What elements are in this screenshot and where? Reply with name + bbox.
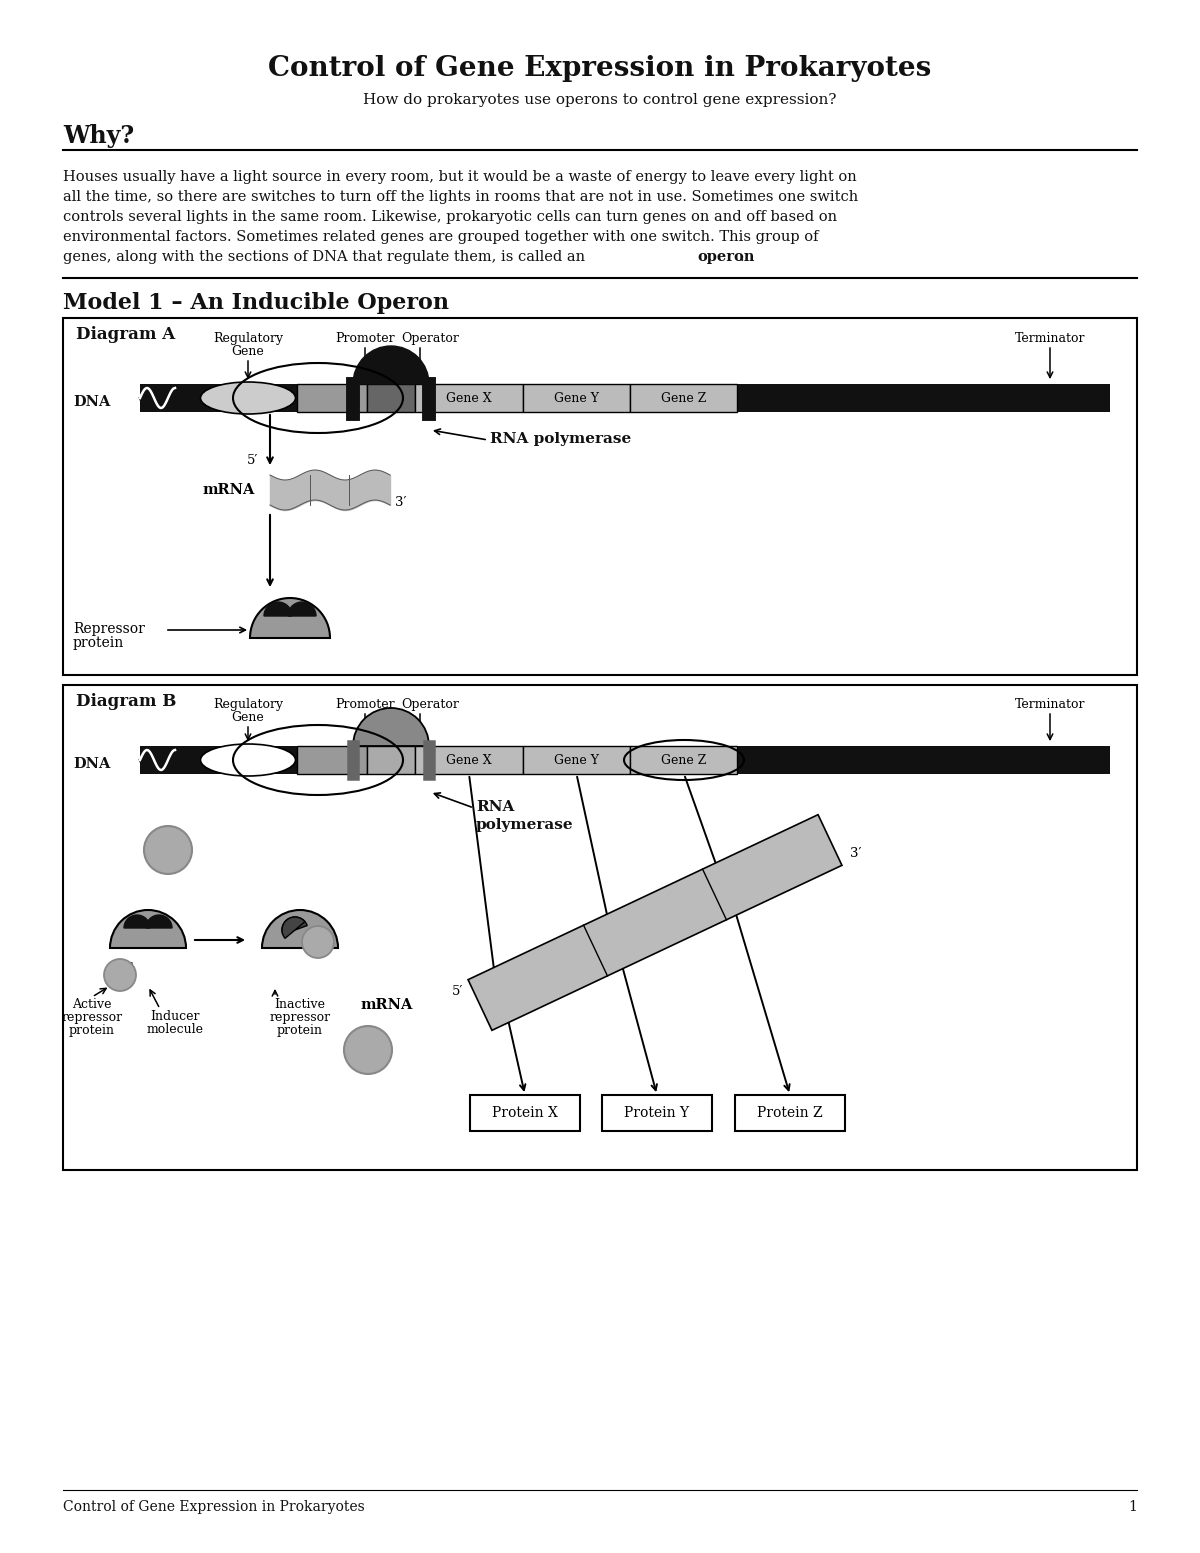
Ellipse shape: [200, 382, 295, 415]
Text: Why?: Why?: [64, 124, 134, 148]
FancyBboxPatch shape: [602, 1095, 712, 1131]
FancyBboxPatch shape: [64, 685, 1138, 1169]
Text: operon: operon: [697, 250, 755, 264]
Text: Terminator: Terminator: [1015, 697, 1085, 711]
Text: Active: Active: [72, 999, 112, 1011]
Text: Diagram A: Diagram A: [76, 326, 175, 343]
Text: repressor: repressor: [270, 1011, 330, 1023]
Text: mRNA: mRNA: [361, 997, 413, 1011]
Wedge shape: [353, 346, 430, 384]
Text: Gene: Gene: [232, 345, 264, 359]
Polygon shape: [468, 815, 842, 1030]
Text: Houses usually have a light source in every room, but it would be a waste of ene: Houses usually have a light source in ev…: [64, 169, 857, 183]
FancyBboxPatch shape: [470, 1095, 580, 1131]
Text: How do prokaryotes use operons to control gene expression?: How do prokaryotes use operons to contro…: [364, 93, 836, 107]
Text: Gene: Gene: [232, 711, 264, 724]
Text: Inactive: Inactive: [275, 999, 325, 1011]
Text: Gene Y: Gene Y: [554, 753, 599, 767]
Text: environmental factors. Sometimes related genes are grouped together with one swi: environmental factors. Sometimes related…: [64, 230, 818, 244]
Wedge shape: [282, 916, 307, 935]
Wedge shape: [282, 916, 305, 938]
Text: DNA: DNA: [73, 394, 110, 408]
Text: 3′: 3′: [395, 495, 407, 508]
FancyBboxPatch shape: [367, 384, 415, 412]
Text: mRNA: mRNA: [203, 483, 256, 497]
Text: genes, along with the sections of DNA that regulate them, is called an: genes, along with the sections of DNA th…: [64, 250, 589, 264]
Text: all the time, so there are switches to turn off the lights in rooms that are not: all the time, so there are switches to t…: [64, 189, 858, 203]
Wedge shape: [124, 915, 150, 929]
Wedge shape: [146, 915, 172, 929]
Text: Terminator: Terminator: [1015, 332, 1085, 345]
FancyBboxPatch shape: [367, 745, 415, 773]
Wedge shape: [262, 910, 338, 947]
Circle shape: [144, 826, 192, 874]
Text: Promoter: Promoter: [335, 697, 395, 711]
Text: controls several lights in the same room. Likewise, prokaryotic cells can turn g: controls several lights in the same room…: [64, 210, 838, 224]
FancyBboxPatch shape: [298, 384, 367, 412]
Text: Operator: Operator: [401, 332, 458, 345]
Wedge shape: [264, 603, 292, 617]
Text: Promoter: Promoter: [335, 332, 395, 345]
FancyBboxPatch shape: [64, 318, 1138, 676]
Wedge shape: [110, 910, 186, 947]
Text: DNA: DNA: [73, 756, 110, 770]
Text: molecule: molecule: [146, 1023, 204, 1036]
FancyBboxPatch shape: [734, 1095, 845, 1131]
Text: Regulatory: Regulatory: [212, 697, 283, 711]
Circle shape: [344, 1027, 392, 1075]
Text: Protein Z: Protein Z: [757, 1106, 823, 1120]
Text: protein: protein: [73, 637, 125, 651]
Text: Repressor: Repressor: [73, 623, 145, 637]
Text: 5′: 5′: [451, 985, 463, 997]
Text: Inducer: Inducer: [150, 1009, 199, 1023]
FancyBboxPatch shape: [298, 745, 367, 773]
Text: Protein X: Protein X: [492, 1106, 558, 1120]
Text: Gene Z: Gene Z: [661, 753, 706, 767]
Text: Model 1 – An Inducible Operon: Model 1 – An Inducible Operon: [64, 292, 449, 314]
Text: 3′: 3′: [850, 848, 862, 860]
Text: polymerase: polymerase: [476, 818, 574, 832]
Wedge shape: [288, 603, 316, 617]
Ellipse shape: [200, 744, 295, 776]
Text: Operator: Operator: [401, 697, 458, 711]
FancyBboxPatch shape: [630, 384, 737, 412]
Text: protein: protein: [70, 1023, 115, 1037]
FancyBboxPatch shape: [630, 745, 737, 773]
FancyBboxPatch shape: [140, 745, 1110, 773]
Text: Protein Y: Protein Y: [624, 1106, 690, 1120]
Text: Control of Gene Expression in Prokaryotes: Control of Gene Expression in Prokaryote…: [64, 1500, 365, 1514]
Text: Control of Gene Expression in Prokaryotes: Control of Gene Expression in Prokaryote…: [269, 54, 931, 81]
Text: 5′: 5′: [247, 453, 258, 466]
FancyBboxPatch shape: [140, 384, 1110, 412]
Wedge shape: [353, 708, 430, 745]
Text: Diagram B: Diagram B: [76, 693, 176, 710]
Text: Gene X: Gene X: [446, 391, 492, 404]
Wedge shape: [250, 598, 330, 638]
Text: 1: 1: [1128, 1500, 1138, 1514]
FancyBboxPatch shape: [415, 745, 523, 773]
Text: protein: protein: [277, 1023, 323, 1037]
Text: Gene Y: Gene Y: [554, 391, 599, 404]
Text: RNA polymerase: RNA polymerase: [490, 432, 631, 446]
Text: Regulatory: Regulatory: [212, 332, 283, 345]
Text: RNA: RNA: [476, 800, 515, 814]
FancyBboxPatch shape: [415, 384, 523, 412]
Circle shape: [104, 960, 136, 991]
Text: Gene X: Gene X: [446, 753, 492, 767]
FancyBboxPatch shape: [523, 745, 630, 773]
Text: Gene Z: Gene Z: [661, 391, 706, 404]
Text: .: .: [740, 250, 745, 264]
Circle shape: [302, 926, 334, 958]
FancyBboxPatch shape: [523, 384, 630, 412]
Text: repressor: repressor: [61, 1011, 122, 1023]
